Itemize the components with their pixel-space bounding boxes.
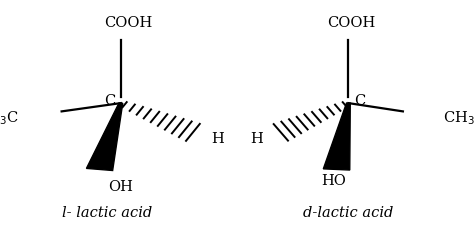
Text: C: C (104, 94, 115, 108)
Text: d-lactic acid: d-lactic acid (303, 206, 393, 220)
Text: COOH: COOH (104, 16, 152, 30)
Polygon shape (323, 103, 350, 170)
Text: H: H (250, 132, 263, 146)
Text: l- lactic acid: l- lactic acid (62, 206, 152, 220)
Text: H$_3$C: H$_3$C (0, 110, 19, 127)
Text: C: C (354, 94, 365, 108)
Text: OH: OH (109, 180, 133, 194)
Polygon shape (86, 103, 123, 170)
Text: H: H (211, 132, 224, 146)
Text: CH$_3$: CH$_3$ (443, 110, 474, 127)
Text: COOH: COOH (327, 16, 375, 30)
Text: HO: HO (322, 174, 346, 188)
